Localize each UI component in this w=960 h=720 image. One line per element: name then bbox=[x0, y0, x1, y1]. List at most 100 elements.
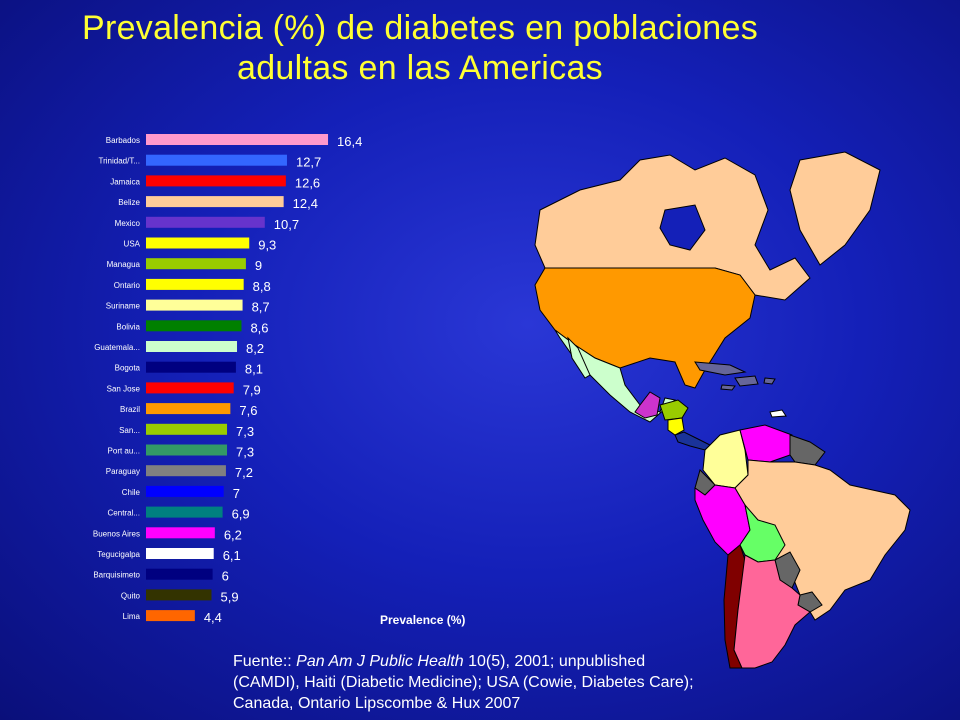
value-label: 7,3 bbox=[236, 445, 254, 460]
category-label: Bogota bbox=[115, 364, 141, 373]
category-label: Port au... bbox=[108, 447, 140, 456]
bar bbox=[146, 237, 250, 249]
bar bbox=[146, 175, 286, 187]
map-nicaragua bbox=[667, 417, 685, 436]
category-label: Paraguay bbox=[106, 467, 140, 476]
source-line-2: (CAMDI), Haiti (Diabetic Medicine); USA … bbox=[233, 674, 694, 691]
title-line-1: Prevalencia (%) de diabetes en poblacion… bbox=[81, 9, 758, 47]
source-prefix: Fuente:: bbox=[233, 653, 297, 670]
value-label: 6,9 bbox=[232, 507, 250, 522]
category-label: Central... bbox=[108, 509, 140, 518]
value-label: 8,7 bbox=[252, 300, 270, 315]
value-label: 9 bbox=[255, 258, 262, 273]
bar bbox=[146, 278, 244, 290]
value-label: 8,6 bbox=[250, 320, 268, 335]
map-argentina bbox=[733, 554, 811, 669]
source-citation: Fuente:: Pan Am J Public Health 10(5), 2… bbox=[233, 651, 833, 714]
category-label: Chile bbox=[122, 488, 141, 497]
value-label: 4,4 bbox=[204, 610, 222, 625]
source-rest-line-1: 10(5), 2001; unpublished bbox=[463, 653, 646, 670]
prevalence-bar-chart: Barbados 16,4 Trinidad/T... 12,7 Jamaica 12,6… bbox=[93, 134, 362, 625]
category-label: Suriname bbox=[106, 302, 141, 311]
category-label: Buenos Aires bbox=[93, 529, 140, 538]
bar bbox=[146, 258, 246, 270]
category-label: Barbados bbox=[106, 136, 140, 145]
category-label: Ontario bbox=[114, 281, 141, 290]
bar bbox=[146, 403, 231, 415]
value-label: 5,9 bbox=[220, 589, 238, 604]
value-label: 9,3 bbox=[258, 238, 276, 253]
category-label: Bolivia bbox=[116, 322, 140, 331]
category-label: Mexico bbox=[115, 219, 141, 228]
bar bbox=[146, 299, 243, 311]
map-usa bbox=[534, 267, 756, 389]
value-label: 7,2 bbox=[235, 465, 253, 480]
value-label: 6 bbox=[222, 569, 229, 584]
bar bbox=[146, 154, 287, 166]
bar bbox=[146, 465, 226, 477]
category-label: San... bbox=[119, 426, 140, 435]
bar bbox=[146, 506, 223, 518]
map-trinidad bbox=[769, 409, 787, 418]
map-greenland bbox=[789, 151, 881, 266]
bar bbox=[146, 216, 265, 228]
map-jamaica bbox=[720, 384, 736, 391]
category-label: San Jose bbox=[107, 384, 141, 393]
value-label: 8,8 bbox=[253, 279, 271, 294]
bar bbox=[146, 382, 234, 394]
category-label: Managua bbox=[107, 260, 141, 269]
category-label: Tegucigalpa bbox=[97, 550, 140, 559]
category-label: Belize bbox=[118, 198, 140, 207]
map-cuba bbox=[694, 361, 747, 376]
map-honduras bbox=[659, 399, 689, 421]
category-label: Quito bbox=[121, 591, 141, 600]
map-puerto-rico bbox=[763, 377, 776, 385]
map-panama bbox=[674, 431, 711, 451]
value-label: 12,4 bbox=[293, 196, 318, 211]
value-label: 12,6 bbox=[295, 175, 320, 190]
source-line-3: Canada, Ontario Lipscombe & Hux 2007 bbox=[233, 695, 521, 712]
value-label: 7,9 bbox=[243, 382, 261, 397]
value-label: 8,2 bbox=[246, 341, 264, 356]
bar bbox=[146, 196, 284, 208]
category-label: Jamaica bbox=[110, 177, 140, 186]
value-label: 7,6 bbox=[239, 403, 257, 418]
bar bbox=[146, 589, 212, 601]
map-hispaniola bbox=[734, 375, 759, 387]
x-axis-label: Prevalence (%) bbox=[380, 613, 466, 627]
map-guianas bbox=[789, 434, 826, 466]
bar bbox=[146, 610, 195, 622]
category-label: USA bbox=[124, 240, 141, 249]
value-label: 7,3 bbox=[236, 424, 254, 439]
source-journal: Pan Am J Public Health bbox=[296, 653, 464, 670]
category-label: Barquisimeto bbox=[93, 571, 140, 580]
map-hudson-bay bbox=[659, 204, 706, 251]
category-label: Lima bbox=[123, 612, 141, 621]
title-line-2: adultas en las Americas bbox=[237, 49, 603, 87]
value-label: 6,1 bbox=[223, 548, 241, 563]
bar bbox=[146, 341, 238, 352]
value-label: 12,7 bbox=[296, 155, 321, 170]
value-label: 7 bbox=[233, 486, 240, 501]
category-label: Brazil bbox=[120, 405, 140, 414]
slide-title: Prevalencia (%) de diabetes en poblacion… bbox=[0, 8, 840, 88]
value-label: 10,7 bbox=[274, 217, 299, 232]
value-label: 6,2 bbox=[224, 527, 242, 542]
bar bbox=[146, 320, 242, 332]
bar bbox=[146, 361, 236, 373]
bar bbox=[146, 423, 228, 435]
bar bbox=[146, 134, 329, 145]
bar bbox=[146, 485, 224, 497]
value-label: 16,4 bbox=[337, 134, 362, 149]
value-label: 8,1 bbox=[245, 362, 263, 377]
map-baja bbox=[567, 336, 591, 379]
bar bbox=[146, 527, 215, 539]
category-label: Guatemala... bbox=[94, 343, 140, 352]
category-label: Trinidad/T... bbox=[99, 157, 141, 166]
bar bbox=[146, 548, 214, 559]
americas-map bbox=[534, 151, 911, 669]
bar bbox=[146, 444, 228, 456]
bar bbox=[146, 568, 213, 580]
map-venezuela bbox=[739, 424, 793, 463]
map-guatemala bbox=[634, 391, 661, 419]
